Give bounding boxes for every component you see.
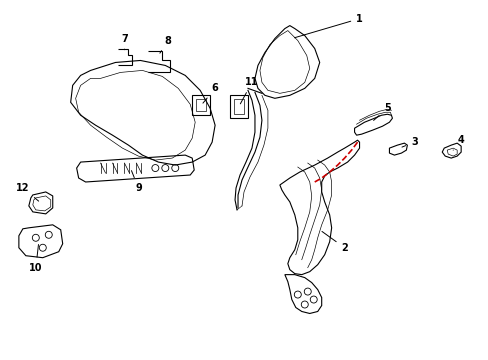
Text: 7: 7 [121,33,127,50]
Text: 10: 10 [29,244,42,273]
Text: 9: 9 [131,171,142,193]
Text: 4: 4 [452,135,464,150]
Text: 12: 12 [16,183,39,201]
Text: 3: 3 [401,137,417,147]
Text: 1: 1 [294,14,362,38]
Text: 2: 2 [321,231,347,253]
Text: 11: 11 [240,77,258,104]
Text: 8: 8 [160,36,171,53]
Text: 5: 5 [373,103,390,120]
Text: 6: 6 [203,84,218,103]
